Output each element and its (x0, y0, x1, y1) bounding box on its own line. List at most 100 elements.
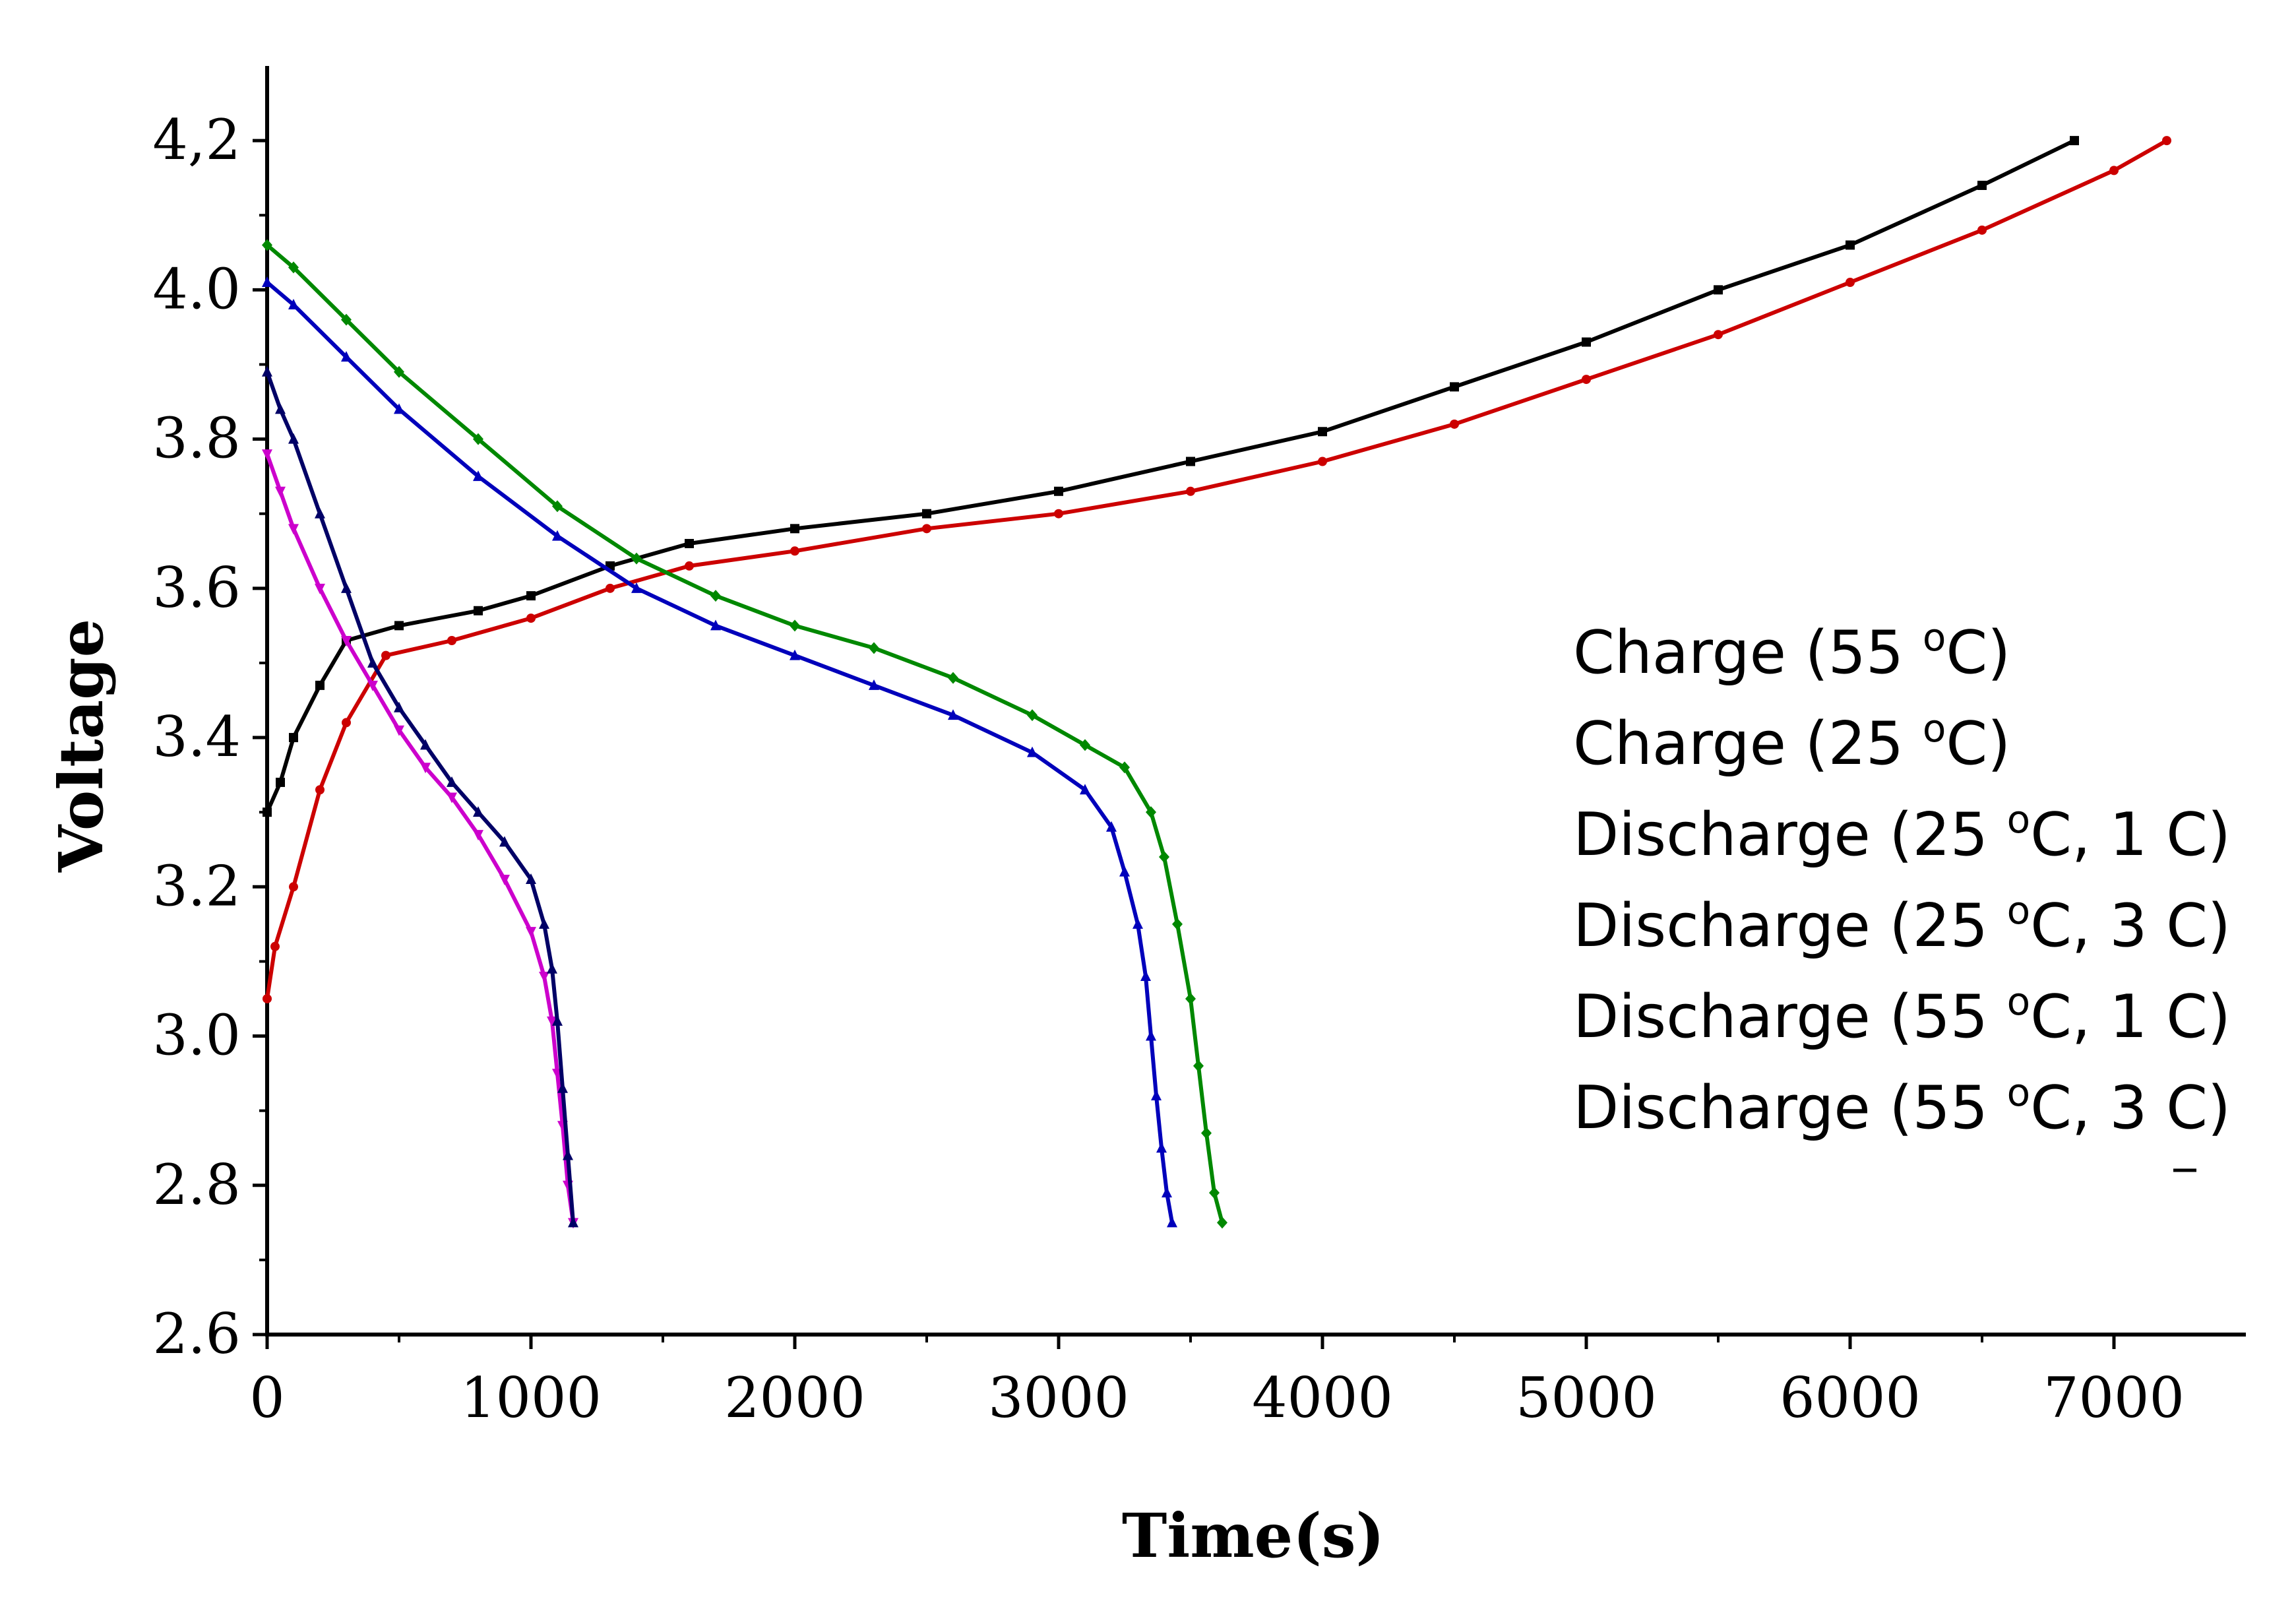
data-point (270, 941, 280, 951)
data-point (552, 500, 563, 513)
data-point (1318, 457, 1327, 466)
data-point (1318, 427, 1327, 437)
legend-superscript: o (2007, 888, 2031, 933)
data-point (539, 918, 549, 929)
data-point (341, 351, 352, 362)
data-point (526, 591, 536, 601)
series-6 (262, 365, 578, 1228)
data-point (948, 672, 958, 684)
data-point (1027, 746, 1038, 757)
data-point (1119, 761, 1130, 774)
data-point (1714, 330, 1723, 340)
y-tick-label: 3.4 (152, 705, 241, 769)
data-point (1080, 784, 1090, 795)
data-point (394, 701, 404, 712)
data-point (631, 552, 642, 565)
legend-label: Charge (55 (1573, 618, 1923, 687)
data-point (526, 873, 536, 884)
legend-item-5: Discharge (55 oC, 1 C) (1573, 979, 2231, 1052)
series-line (265, 243, 1224, 1225)
x-axis-title: Time(s) (1122, 1500, 1384, 1571)
x-tick-label: 2000 (724, 1366, 865, 1430)
data-point (2109, 166, 2119, 175)
data-point (1201, 1127, 1212, 1139)
data-point (631, 582, 642, 593)
legend-label: Discharge (55 (1573, 982, 2007, 1052)
data-point (557, 1082, 568, 1093)
data-point (1582, 375, 1591, 385)
data-point (568, 1216, 578, 1228)
series-2 (263, 136, 2171, 1003)
data-point (790, 619, 800, 632)
data-point (381, 650, 390, 660)
x-tick-label: 3000 (988, 1366, 1129, 1430)
data-point (1146, 1030, 1156, 1041)
data-point (2162, 136, 2171, 146)
legend-item-3: Discharge (25 oC, 1 C) (1573, 797, 2231, 869)
data-point (1185, 992, 1196, 1005)
legend-label-tail: C) (1946, 709, 2010, 778)
series-layer (262, 136, 2171, 1229)
data-point (1080, 739, 1090, 751)
data-point (420, 763, 431, 774)
y-tick-label: 4,2 (152, 108, 241, 172)
data-point (262, 449, 272, 460)
data-point (315, 680, 325, 690)
data-point (1977, 180, 1987, 190)
data-point (288, 433, 299, 444)
legend-item-1: Charge (55 oC) (1573, 615, 2010, 687)
data-point (1186, 457, 1195, 466)
data-point (1217, 1216, 1227, 1229)
data-point (315, 583, 325, 594)
data-point (526, 927, 536, 938)
x-tick-label: 7000 (2043, 1366, 2185, 1430)
x-tick-label: 6000 (1780, 1366, 1921, 1430)
data-point (394, 621, 404, 631)
data-point (394, 403, 404, 414)
x-tick-label: 0 (249, 1366, 284, 1430)
data-point (1151, 1090, 1162, 1101)
data-point (342, 718, 351, 728)
data-point (288, 261, 299, 274)
data-point (288, 298, 299, 309)
data-point (341, 313, 352, 326)
series-line (265, 369, 575, 1225)
legend-superscript: o (2007, 1070, 2031, 1115)
data-point (447, 636, 456, 646)
x-tick-label: 4000 (1252, 1366, 1393, 1430)
data-point (289, 733, 298, 743)
data-point (2070, 136, 2079, 146)
data-point (1027, 709, 1038, 722)
data-point (710, 590, 721, 602)
data-point (473, 806, 483, 817)
data-point (685, 561, 694, 571)
x-tick-label: 5000 (1516, 1366, 1657, 1430)
data-point (474, 606, 483, 615)
data-point (1054, 486, 1063, 496)
data-point (262, 276, 272, 288)
data-point (1140, 970, 1151, 982)
data-point (341, 636, 352, 647)
legend-superscript: o (2007, 979, 2031, 1024)
y-tick-label: 2.6 (152, 1302, 241, 1366)
data-point (1186, 486, 1195, 496)
data-point (922, 524, 931, 534)
legend-item-4: Discharge (25 oC, 3 C) (1573, 888, 2231, 961)
data-point (499, 836, 510, 847)
data-point (447, 776, 457, 787)
data-point (1167, 1216, 1177, 1228)
legend-label-tail: C, 3 C) (2030, 1073, 2231, 1143)
data-point (263, 993, 272, 1003)
data-point (563, 1149, 573, 1160)
legend-label: Charge (25 (1573, 709, 1923, 778)
data-point (315, 785, 325, 795)
data-point (1193, 1059, 1204, 1072)
legend-item-6: Discharge (55 oC, 3 C) (1573, 1070, 2231, 1143)
data-point (1156, 1142, 1167, 1153)
data-point (869, 679, 879, 690)
data-point (263, 807, 272, 817)
y-tick-label: 4.0 (152, 257, 241, 321)
series-line (265, 280, 1174, 1225)
data-point (1582, 337, 1591, 347)
